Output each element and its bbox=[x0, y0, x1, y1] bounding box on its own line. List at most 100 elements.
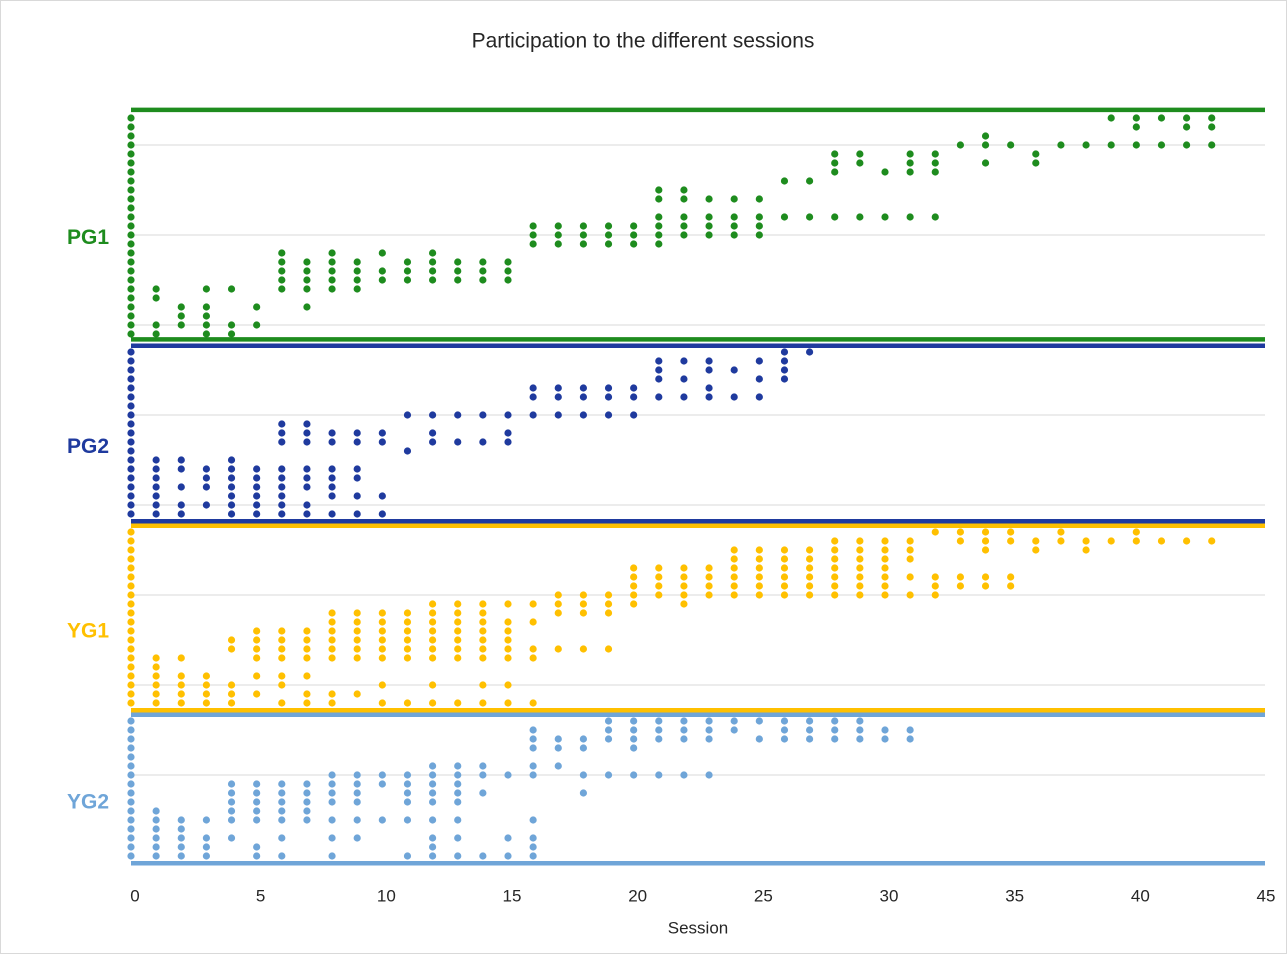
participation-dot bbox=[328, 645, 336, 653]
participation-dot bbox=[981, 159, 990, 167]
participation-dot bbox=[429, 645, 437, 653]
participation-dot bbox=[454, 600, 462, 608]
participation-dot bbox=[253, 465, 261, 473]
participation-dot bbox=[881, 213, 889, 221]
participation-dot bbox=[152, 465, 160, 473]
participation-dot bbox=[202, 672, 210, 680]
participation-dot bbox=[1032, 546, 1040, 554]
participation-dot bbox=[303, 798, 311, 806]
x-tick-label: 5 bbox=[256, 886, 265, 905]
participation-dot bbox=[981, 141, 990, 149]
participation-dot bbox=[202, 312, 210, 320]
participation-dot bbox=[479, 681, 487, 689]
participation-dot bbox=[730, 231, 738, 239]
participation-dot bbox=[152, 681, 160, 689]
participation-dot bbox=[831, 726, 839, 734]
participation-dot bbox=[454, 789, 462, 797]
participation-dot bbox=[604, 645, 613, 653]
participation-dot bbox=[253, 816, 261, 824]
participation-dot bbox=[328, 249, 336, 257]
participation-dot bbox=[504, 276, 512, 284]
participation-dot bbox=[177, 321, 185, 329]
participation-dot bbox=[353, 690, 361, 698]
participation-dot bbox=[479, 699, 487, 707]
participation-dot bbox=[177, 852, 185, 860]
participation-dot bbox=[655, 186, 663, 194]
participation-dot bbox=[127, 762, 135, 770]
participation-dot bbox=[227, 834, 236, 842]
participation-dot bbox=[202, 690, 210, 698]
participation-dot bbox=[429, 411, 437, 419]
participation-dot bbox=[303, 420, 311, 428]
participation-dot bbox=[353, 276, 361, 284]
participation-dot bbox=[127, 798, 135, 806]
participation-dot bbox=[353, 780, 361, 788]
participation-dot bbox=[579, 393, 588, 401]
participation-dot bbox=[303, 780, 311, 788]
participation-dot bbox=[353, 618, 361, 626]
participation-dot bbox=[981, 546, 990, 554]
participation-dot bbox=[906, 726, 914, 734]
participation-dot bbox=[454, 780, 462, 788]
participation-dot bbox=[780, 357, 789, 365]
participation-dot bbox=[1208, 114, 1216, 122]
participation-dot bbox=[127, 690, 135, 698]
participation-dot bbox=[806, 546, 814, 554]
participation-dot bbox=[278, 636, 286, 644]
participation-dot bbox=[403, 789, 412, 797]
participation-dot bbox=[1157, 537, 1166, 545]
participation-dot bbox=[253, 627, 261, 635]
participation-dot bbox=[755, 573, 763, 581]
x-tick-label: 30 bbox=[880, 886, 899, 905]
participation-dot bbox=[353, 285, 361, 293]
participation-dot bbox=[127, 411, 135, 419]
participation-dot bbox=[856, 573, 864, 581]
participation-dot bbox=[604, 600, 613, 608]
participation-dot bbox=[127, 465, 135, 473]
participation-dot bbox=[378, 654, 386, 662]
participation-dot bbox=[152, 654, 160, 662]
participation-dot bbox=[303, 672, 311, 680]
participation-dot bbox=[127, 375, 135, 383]
participation-dot bbox=[630, 717, 638, 725]
participation-dot bbox=[856, 591, 864, 599]
participation-dot bbox=[956, 528, 965, 536]
participation-dot bbox=[906, 591, 914, 599]
participation-dot bbox=[127, 735, 135, 743]
participation-dot bbox=[227, 501, 236, 509]
participation-dot bbox=[579, 735, 588, 743]
participation-dot bbox=[328, 834, 336, 842]
group-label: YG1 bbox=[67, 619, 109, 642]
participation-dot bbox=[479, 609, 487, 617]
participation-dot bbox=[127, 141, 135, 149]
participation-dot bbox=[630, 411, 638, 419]
participation-dot bbox=[152, 456, 160, 464]
participation-dot bbox=[253, 690, 261, 698]
participation-dot bbox=[127, 492, 135, 500]
participation-dot bbox=[730, 717, 738, 725]
participation-dot bbox=[278, 510, 286, 518]
participation-dot bbox=[705, 393, 713, 401]
participation-dot bbox=[127, 537, 135, 545]
participation-dot bbox=[479, 789, 487, 797]
participation-dot bbox=[328, 465, 336, 473]
participation-dot bbox=[655, 726, 663, 734]
participation-dot bbox=[604, 771, 613, 779]
participation-dot bbox=[554, 591, 562, 599]
participation-dot bbox=[328, 276, 336, 284]
participation-dot bbox=[303, 807, 311, 815]
participation-dot bbox=[755, 213, 763, 221]
participation-dot bbox=[127, 393, 135, 401]
participation-dot bbox=[227, 492, 236, 500]
participation-dot bbox=[152, 330, 160, 338]
participation-dot bbox=[1132, 114, 1140, 122]
participation-dot bbox=[856, 213, 864, 221]
participation-dot bbox=[152, 285, 160, 293]
participation-dot bbox=[630, 564, 638, 572]
participation-dot bbox=[127, 348, 135, 356]
participation-dot bbox=[278, 816, 286, 824]
participation-dot bbox=[278, 483, 286, 491]
participation-dot bbox=[529, 600, 537, 608]
participation-dot bbox=[127, 123, 135, 131]
participation-dot bbox=[127, 420, 135, 428]
